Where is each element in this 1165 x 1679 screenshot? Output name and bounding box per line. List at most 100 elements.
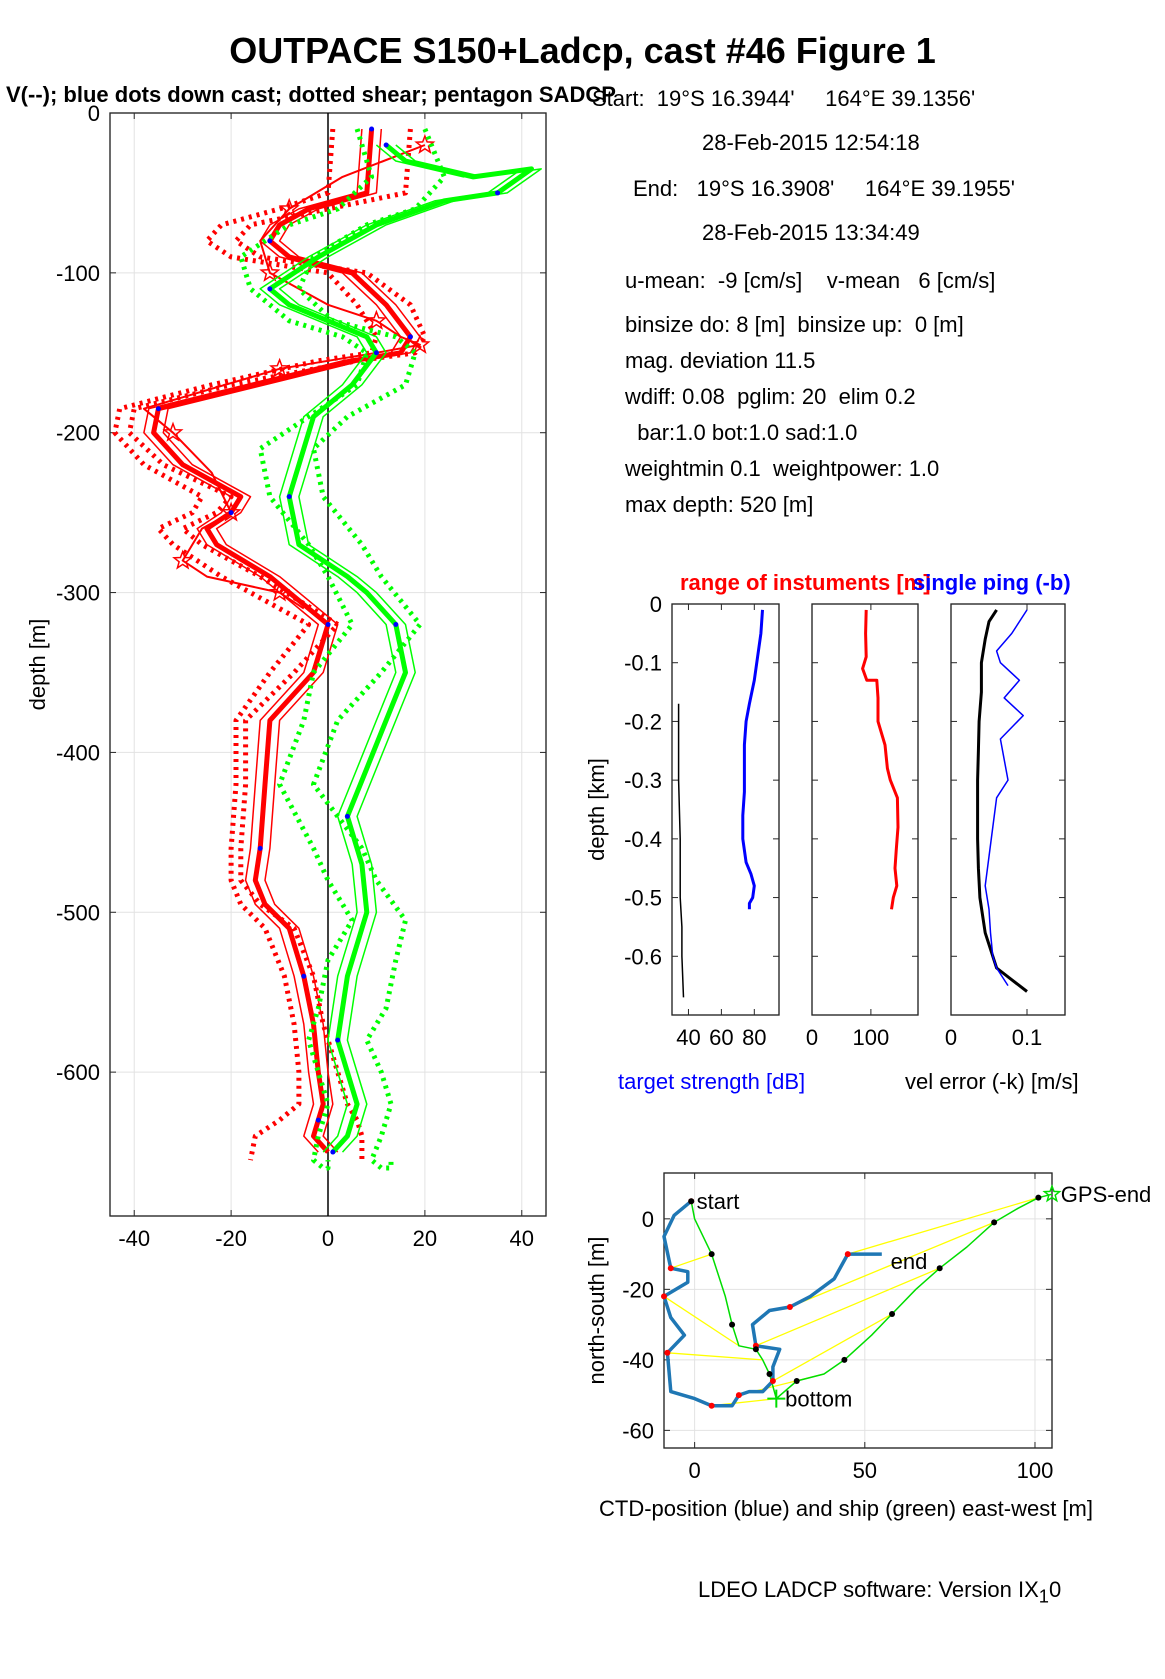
sadcp-star <box>259 261 281 282</box>
downcast-dot <box>330 1149 336 1155</box>
ctd-marker <box>786 1303 793 1310</box>
ctd-marker <box>769 1378 776 1385</box>
start-position: Start: 19°S 16.3944' 164°E 39.1356' <box>592 86 976 111</box>
velocity-ytick-label: -300 <box>56 581 100 606</box>
ctd-marker <box>667 1265 674 1272</box>
ctd-marker <box>661 1293 667 1300</box>
velocity-series-6 <box>238 128 375 1171</box>
range-axes-frame <box>811 603 919 1016</box>
downcast-dot <box>495 190 501 196</box>
ctd-ship-link <box>663 1295 740 1347</box>
ctd-marker <box>844 1251 851 1258</box>
downcast-dot <box>344 813 350 819</box>
end-time: 28-Feb-2015 13:34:49 <box>702 220 920 245</box>
target-strength-ytick-label: -0.4 <box>624 827 662 852</box>
range-series-0 <box>861 609 900 910</box>
downcast-dot <box>373 350 379 356</box>
position-ytick-label: -40 <box>622 1348 654 1373</box>
target-strength-ytick-label: -0.1 <box>624 651 662 676</box>
vel-error-xtick-label: 0 <box>945 1025 957 1050</box>
ctd-ship-link <box>847 1197 1039 1255</box>
end-position: End: 19°S 16.3908' 164°E 39.1955' <box>633 176 1015 201</box>
ship-marker <box>889 1311 896 1318</box>
position-annotation-bottom: bottom <box>785 1387 852 1412</box>
target-strength-ytick-label: -0.2 <box>624 709 662 734</box>
ship-marker <box>729 1321 736 1328</box>
target-strength-ytick-label: -0.3 <box>624 768 662 793</box>
single-ping-title: single ping (-b) <box>913 570 1071 595</box>
downcast-dot <box>383 142 389 148</box>
ctd-marker <box>664 1349 671 1356</box>
target-strength-xtick-label: 80 <box>742 1025 766 1050</box>
ship-marker <box>793 1378 800 1385</box>
downcast-dot <box>393 622 399 628</box>
position-annotation-end: end <box>891 1249 928 1274</box>
ctd-ship-link <box>755 1267 940 1347</box>
sadcp-star <box>268 581 291 602</box>
ctd-ship-link <box>667 1352 763 1361</box>
velocity-xtick-label: 40 <box>510 1226 534 1251</box>
software-version-tail: 0 <box>1048 1577 1062 1602</box>
position-xtick-label: 100 <box>1017 1458 1054 1483</box>
velocity-ytick-label: -400 <box>56 740 100 765</box>
vel-error-xtick-label: 0.1 <box>1012 1025 1043 1050</box>
velocity-xtick-label: -20 <box>215 1226 247 1251</box>
downcast-dot <box>267 286 273 292</box>
velocity-xtick-label: 0 <box>322 1226 334 1251</box>
velocity-ytick-label: -200 <box>56 421 100 446</box>
ship-marker <box>841 1356 848 1363</box>
velocity-series-1 <box>126 128 428 1161</box>
velocity-ytick-label: -600 <box>56 1060 100 1085</box>
downcast-dot <box>369 126 375 132</box>
downcast-dot <box>301 973 307 979</box>
gps-end-star <box>1042 1184 1062 1203</box>
software-version-text: LDEO LADCP software: Version IX <box>698 1577 1039 1602</box>
ship-marker <box>1035 1194 1042 1201</box>
ctd-marker <box>708 1402 715 1409</box>
velocity-ytick-label: -500 <box>56 900 100 925</box>
velocity-series-2 <box>112 128 379 1161</box>
velocity-series-0-thin <box>143 128 402 1153</box>
weight-params: weightmin 0.1 weightpower: 1.0 <box>625 456 940 481</box>
ship-marker <box>708 1251 715 1258</box>
page-title: OUTPACE S150+Ladcp, cast #46 Figure 1 <box>229 30 936 71</box>
binsize: binsize do: 8 [m] binsize up: 0 [m] <box>625 312 964 337</box>
position-annotation-start: start <box>697 1189 740 1214</box>
downcast-dot <box>257 845 263 851</box>
ctd-track <box>662 1199 882 1408</box>
page-subtitle: V(--); blue dots down cast; dotted shear… <box>6 82 616 107</box>
ctd-ship-link <box>789 1221 995 1308</box>
ship-marker <box>752 1346 759 1353</box>
velocity-xtick-label: 20 <box>413 1226 437 1251</box>
target-strength-xtick-label: 60 <box>709 1025 733 1050</box>
target-strength-axes-frame <box>671 603 780 1016</box>
ctd-ship-link <box>772 1313 893 1382</box>
software-version-sub: 1 <box>1038 1585 1049 1607</box>
target-strength-series-1 <box>677 703 685 998</box>
sadcp-star <box>409 333 431 354</box>
mean-velocities: u-mean: -9 [cm/s] v-mean 6 [cm/s] <box>625 268 996 293</box>
target-strength-axes-box <box>671 603 780 1016</box>
position-ylabel: north-south [m] <box>584 1237 609 1385</box>
start-time: 28-Feb-2015 12:54:18 <box>702 130 920 155</box>
ship-marker <box>766 1370 773 1377</box>
position-xlabel: CTD-position (blue) and ship (green) eas… <box>599 1496 1093 1521</box>
ship-marker <box>688 1198 695 1205</box>
max-depth: max depth: 520 [m] <box>625 492 814 517</box>
downcast-dot <box>267 238 273 244</box>
mag-deviation: mag. deviation 11.5 <box>625 348 816 373</box>
sadcp-star <box>268 357 291 378</box>
position-annotation-gps-end: GPS-end <box>1061 1182 1152 1207</box>
range-title: range of instuments [m] <box>680 570 931 595</box>
downcast-dot <box>315 1117 321 1123</box>
downcast-dot <box>335 1037 341 1043</box>
target-strength-ytick-label: -0.6 <box>624 944 662 969</box>
target-strength-label: target strength [dB] <box>618 1069 805 1094</box>
wdiff-params: wdiff: 0.08 pglim: 20 elim 0.2 <box>625 384 916 409</box>
target-strength-xtick-label: 40 <box>676 1025 700 1050</box>
target-strength-ytick-label: -0.5 <box>624 886 662 911</box>
target-strength-ytick-label: 0 <box>650 592 662 617</box>
bar-params: bar:1.0 bot:1.0 sad:1.0 <box>625 420 858 445</box>
velocity-series-3 <box>142 144 426 610</box>
downcast-dot <box>228 510 234 516</box>
